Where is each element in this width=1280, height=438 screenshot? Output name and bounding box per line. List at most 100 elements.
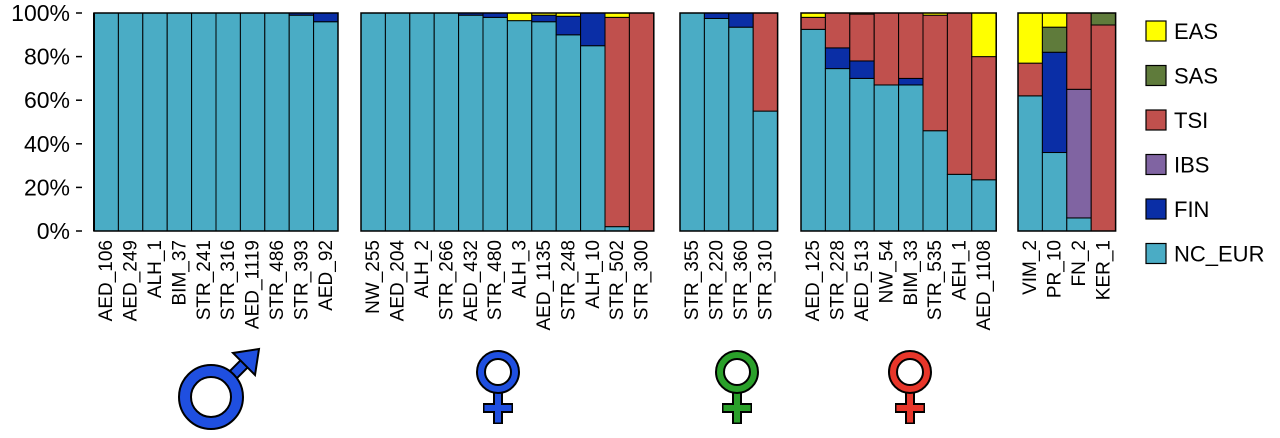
- x-tick-label: STR_266: [436, 240, 457, 320]
- legend-item-TSI: TSI: [1145, 108, 1208, 133]
- panel-frame: [360, 12, 655, 232]
- female-symbol-icon: [888, 350, 932, 424]
- segment-NC_EUR: [922, 130, 948, 232]
- y-tick-label: 100%: [11, 0, 70, 26]
- bar-STR_360: [728, 12, 754, 232]
- x-tick-label: ALH_2: [412, 240, 433, 298]
- segment-EAS: [971, 12, 997, 58]
- legend-label: EAS: [1174, 19, 1218, 44]
- y-tick-label: 20%: [24, 174, 70, 200]
- segment-NC_EUR: [239, 12, 266, 232]
- bar-AED_1135: [531, 12, 557, 232]
- segment-TSI: [1090, 24, 1117, 232]
- y-axis: 0% 20% 40% 60% 80% 100%: [11, 0, 82, 244]
- bar-STR_480: [482, 12, 508, 232]
- panel-2: [360, 12, 655, 232]
- segment-IBS: [1066, 88, 1092, 219]
- bar-STR_241: [191, 12, 217, 232]
- segment-EAS: [1017, 12, 1043, 64]
- legend-swatch: [1145, 64, 1167, 87]
- bar-STR_355: [679, 12, 705, 232]
- male-symbol-icon: [178, 347, 261, 430]
- segment-SAS: [1090, 12, 1117, 26]
- segment-NC_EUR: [555, 34, 582, 232]
- bar-AEH_1: [946, 12, 973, 232]
- segment-NC_EUR: [142, 12, 168, 232]
- segment-TSI: [1017, 62, 1043, 97]
- segment-TSI: [628, 12, 655, 232]
- chart-panels: [93, 12, 1117, 232]
- bar-BIM_37: [166, 12, 193, 232]
- x-tick-label: BIM_37: [169, 240, 190, 305]
- segment-TSI: [946, 12, 973, 175]
- bar-PR_10: [1041, 12, 1068, 232]
- bar-STR_300: [628, 12, 655, 232]
- bar-AED_513: [849, 12, 875, 232]
- x-tick-label: STR_480: [485, 240, 506, 320]
- bar-NW_255: [360, 12, 386, 232]
- bar-FN_2: [1066, 12, 1092, 232]
- bar-STR_535: [922, 12, 948, 232]
- x-tick-label: STR_393: [291, 240, 312, 320]
- legend-label: NC_EUR: [1174, 242, 1264, 267]
- legend-swatch: [1145, 20, 1167, 42]
- segment-EAS: [1041, 12, 1068, 28]
- segment-NC_EUR: [409, 12, 435, 232]
- x-tick-label: NW_54: [876, 240, 897, 304]
- x-tick-label: ALH_10: [583, 240, 604, 309]
- segment-NC_EUR: [1041, 152, 1068, 232]
- segment-NC_EUR: [728, 26, 754, 232]
- segment-NC_EUR: [433, 12, 460, 232]
- segment-NC_EUR: [873, 84, 900, 232]
- legend-swatch: [1145, 109, 1167, 131]
- segment-NC_EUR: [971, 179, 997, 232]
- segment-NC_EUR: [117, 12, 144, 232]
- x-tick-label: ALH_1: [145, 240, 166, 298]
- segment-NC_EUR: [800, 28, 826, 232]
- segment-FIN: [580, 12, 606, 47]
- x-tick-label: STR_241: [194, 240, 215, 320]
- segment-NC_EUR: [752, 110, 779, 232]
- bar-ALH_2: [409, 12, 435, 232]
- x-tick-label: AED_249: [121, 240, 142, 321]
- x-tick-label: STR_220: [707, 240, 728, 320]
- segment-FIN: [898, 77, 924, 86]
- sex-symbols: [178, 347, 932, 430]
- x-tick-label: AEH_1: [950, 240, 971, 300]
- x-tick-label: STR_228: [828, 240, 849, 320]
- segment-EAS: [506, 12, 533, 22]
- bar-STR_310: [752, 12, 779, 232]
- legend-item-FIN: FIN: [1145, 197, 1209, 222]
- bar-STR_228: [824, 12, 851, 232]
- bar-STR_220: [703, 12, 730, 232]
- y-tick-label: 0%: [37, 218, 70, 244]
- panel-3: [679, 12, 779, 232]
- x-tick-label: AED_1135: [534, 240, 555, 331]
- segment-NC_EUR: [946, 173, 973, 232]
- bar-AED_125: [800, 12, 826, 232]
- x-tick-label: STR_502: [607, 240, 628, 320]
- bar-AED_106: [93, 12, 119, 232]
- x-tick-label: NW_255: [363, 240, 384, 314]
- segment-TSI: [873, 12, 900, 86]
- x-axis-labels: AED_106 AED_249 ALH_1 BIM_37 STR_241 STR_316 A…: [96, 240, 1114, 331]
- segment-TSI: [922, 14, 948, 132]
- segment-NC_EUR: [384, 12, 411, 232]
- bar-AED_1119: [239, 12, 266, 232]
- segment-NC_EUR: [93, 12, 119, 232]
- segment-FIN: [555, 15, 582, 36]
- x-tick-label: AED_432: [461, 240, 482, 321]
- x-tick-label: STR_360: [731, 240, 752, 320]
- legend-item-NC_EUR: NC_EUR: [1145, 242, 1264, 267]
- bar-ALH_10: [580, 12, 606, 232]
- bar-AED_249: [117, 12, 144, 232]
- bar-AED_204: [384, 12, 411, 232]
- y-tick-label: 60%: [24, 87, 70, 113]
- segment-NC_EUR: [580, 45, 606, 232]
- x-tick-label: AED_204: [388, 240, 409, 322]
- x-tick-label: AED_1119: [243, 240, 264, 329]
- segment-NC_EUR: [849, 77, 875, 232]
- x-tick-label: STR_300: [632, 240, 653, 320]
- segment-NC_EUR: [703, 17, 730, 232]
